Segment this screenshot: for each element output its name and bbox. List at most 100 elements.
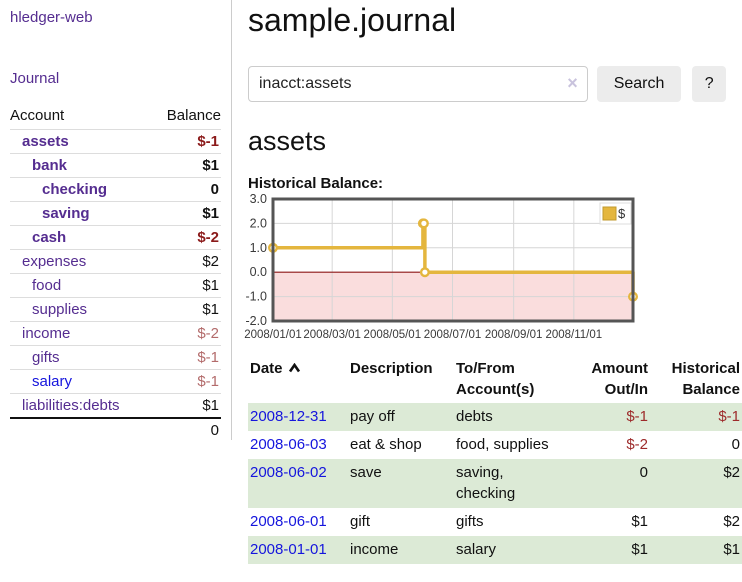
account-row: liabilities:debts $1 bbox=[10, 393, 221, 418]
account-heading: assets bbox=[248, 125, 327, 156]
account-balance: $1 bbox=[151, 393, 221, 418]
sidebar: hledger-web Journal Account Balance asse… bbox=[0, 0, 232, 442]
svg-text:2008/11/01: 2008/11/01 bbox=[545, 329, 602, 341]
account-balance: $-1 bbox=[151, 129, 221, 154]
svg-text:-1.0: -1.0 bbox=[245, 290, 267, 304]
account-link-assets[interactable]: assets bbox=[22, 133, 69, 150]
sidebar-item-journal[interactable]: Journal bbox=[10, 70, 60, 87]
transaction-date-link[interactable]: 2008-12-31 bbox=[250, 407, 327, 425]
transaction-accounts: saving, checking bbox=[456, 464, 516, 502]
account-link-salary[interactable]: salary bbox=[32, 373, 73, 390]
search-form: × Search ? bbox=[248, 65, 726, 102]
register-header-date[interactable]: Date bbox=[248, 356, 348, 403]
svg-text:2008/07/01: 2008/07/01 bbox=[424, 329, 482, 341]
account-balance: $-2 bbox=[151, 321, 221, 346]
account-balance: $-1 bbox=[151, 369, 221, 394]
sidebar-nav: Journal bbox=[10, 70, 221, 87]
account-balance: $-2 bbox=[151, 225, 221, 250]
chart-title: Historical Balance: bbox=[248, 175, 384, 193]
register-header-description: Description bbox=[350, 360, 433, 378]
svg-text:2008/05/01: 2008/05/01 bbox=[364, 329, 422, 341]
transaction-date-link[interactable]: 2008-06-03 bbox=[250, 436, 327, 454]
account-link-cash[interactable]: cash bbox=[32, 229, 67, 246]
account-row: bank $1 bbox=[10, 153, 221, 178]
account-link-supplies[interactable]: supplies bbox=[32, 301, 88, 318]
transaction-accounts: debts bbox=[456, 407, 493, 425]
transaction-amount: 0 bbox=[639, 464, 648, 482]
account-balance: $1 bbox=[151, 153, 221, 178]
main-content: sample.journal × Search ? assets Histori… bbox=[232, 0, 742, 565]
account-link-income[interactable]: income bbox=[22, 325, 71, 342]
account-row: food $1 bbox=[10, 273, 221, 298]
svg-text:$: $ bbox=[618, 206, 626, 221]
transaction-balance: $-1 bbox=[718, 407, 740, 425]
transaction-description: income bbox=[350, 541, 399, 559]
transaction-description: eat & shop bbox=[350, 436, 422, 454]
transaction-amount: $1 bbox=[631, 541, 648, 559]
transaction-description: save bbox=[350, 464, 382, 482]
transaction-date-link[interactable]: 2008-06-01 bbox=[250, 512, 327, 530]
transaction-amount: $1 bbox=[631, 512, 648, 530]
transaction-description: pay off bbox=[350, 407, 395, 425]
transaction-amount: $-1 bbox=[626, 407, 648, 425]
register-table: Date Description To/From Account(s) Amou… bbox=[248, 356, 742, 565]
account-balance: $1 bbox=[151, 297, 221, 322]
account-link-food[interactable]: food bbox=[32, 277, 62, 294]
transaction-date-link[interactable]: 2008-06-02 bbox=[250, 464, 327, 482]
accounts-total-balance: 0 bbox=[151, 417, 221, 442]
register-header-accounts: To/From Account(s) bbox=[456, 360, 535, 398]
transaction-accounts: food, supplies bbox=[456, 436, 549, 454]
register-row: 2008-12-31 pay off debts $-1 $-1 bbox=[248, 402, 742, 432]
account-row: salary $-1 bbox=[10, 369, 221, 394]
account-balance: 0 bbox=[151, 177, 221, 202]
transaction-date-link[interactable]: 2008-01-01 bbox=[250, 541, 327, 559]
svg-text:2008/09/01: 2008/09/01 bbox=[485, 329, 543, 341]
account-link-liabilities-debts[interactable]: liabilities:debts bbox=[22, 397, 120, 414]
account-link-checking[interactable]: checking bbox=[42, 181, 108, 198]
account-row: expenses $2 bbox=[10, 249, 221, 274]
transaction-amount: $-2 bbox=[626, 436, 648, 454]
svg-text:2008/01/01: 2008/01/01 bbox=[244, 329, 302, 341]
account-row: income $-2 bbox=[10, 321, 221, 346]
account-row: checking 0 bbox=[10, 177, 221, 202]
accounts-table: Account Balance assets $-1 bank $1 check… bbox=[10, 104, 221, 442]
register-row: 2008-06-01 gift gifts $1 $2 bbox=[248, 508, 742, 536]
svg-text:3.0: 3.0 bbox=[250, 192, 267, 206]
transaction-accounts: salary bbox=[456, 541, 497, 559]
account-link-expenses[interactable]: expenses bbox=[22, 253, 87, 270]
svg-text:1.0: 1.0 bbox=[250, 241, 267, 255]
account-link-gifts[interactable]: gifts bbox=[32, 349, 60, 366]
transaction-accounts: gifts bbox=[456, 512, 484, 530]
sort-ascending-icon bbox=[288, 363, 300, 373]
app-title: hledger-web bbox=[10, 9, 221, 26]
svg-text:0.0: 0.0 bbox=[250, 266, 267, 280]
accounts-header-account: Account bbox=[10, 107, 65, 124]
account-balance: $1 bbox=[151, 201, 221, 226]
page-title: sample.journal bbox=[248, 2, 457, 38]
search-box: × bbox=[248, 65, 588, 102]
account-balance: $1 bbox=[151, 273, 221, 298]
register-row: 2008-06-03 eat & shop food, supplies $-2… bbox=[248, 431, 742, 459]
account-link-saving[interactable]: saving bbox=[42, 205, 90, 222]
svg-text:2.0: 2.0 bbox=[250, 217, 267, 231]
account-link-bank[interactable]: bank bbox=[32, 157, 68, 174]
app-title-link[interactable]: hledger-web bbox=[10, 9, 93, 26]
help-button[interactable]: ? bbox=[692, 65, 726, 102]
account-row: saving $1 bbox=[10, 201, 221, 226]
account-row: cash $-2 bbox=[10, 225, 221, 250]
register-row: 2008-01-01 income salary $1 $1 bbox=[248, 536, 742, 565]
transaction-balance: $2 bbox=[723, 464, 740, 482]
svg-text:2008/03/01: 2008/03/01 bbox=[303, 329, 361, 341]
hledger-web-app: hledger-web Journal Account Balance asse… bbox=[0, 0, 742, 565]
clear-search-icon[interactable]: × bbox=[567, 72, 578, 93]
transaction-balance: $2 bbox=[723, 512, 740, 530]
account-balance: $2 bbox=[151, 249, 221, 274]
register-header-amount: Amount Out/In bbox=[591, 360, 648, 398]
accounts-header-balance: Balance bbox=[166, 107, 221, 124]
account-row: supplies $1 bbox=[10, 297, 221, 322]
transaction-balance: $1 bbox=[723, 541, 740, 559]
search-input[interactable] bbox=[248, 65, 588, 102]
search-button[interactable]: Search bbox=[596, 65, 682, 102]
register-row: 2008-06-02 save saving, checking 0 $2 bbox=[248, 459, 742, 508]
